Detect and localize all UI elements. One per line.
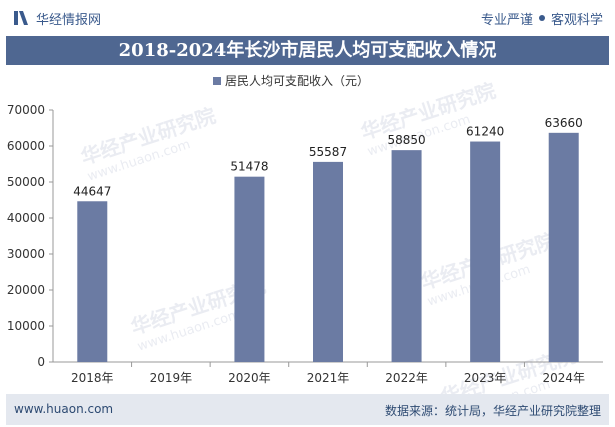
x-tick-label: 2021年 bbox=[307, 371, 350, 385]
tagline: 专业严谨 客观科学 bbox=[480, 9, 603, 28]
tagline-left: 专业严谨 bbox=[480, 12, 533, 28]
footer-source: 数据来源：统计局，华经产业研究院整理 bbox=[384, 404, 601, 418]
data-label: 58850 bbox=[387, 133, 425, 147]
data-label: 61240 bbox=[466, 125, 504, 139]
x-tick-label: 2023年 bbox=[464, 371, 507, 385]
bar bbox=[548, 132, 579, 362]
y-tick-label: 40000 bbox=[7, 211, 45, 225]
x-tick-label: 2020年 bbox=[228, 371, 271, 385]
x-tick-label: 2024年 bbox=[542, 371, 585, 385]
y-tick-label: 0 bbox=[37, 355, 45, 369]
y-tick-label: 50000 bbox=[7, 175, 45, 189]
brand-name: 华经情报网 bbox=[36, 12, 102, 28]
y-tick-label: 60000 bbox=[7, 139, 45, 153]
bar bbox=[391, 150, 422, 362]
footer: www.huaon.com 数据来源：统计局，华经产业研究院整理 bbox=[6, 394, 609, 425]
brand[interactable]: 华经情报网 bbox=[12, 9, 102, 28]
bar bbox=[470, 141, 501, 362]
bar-chart: 居民人均可支配收入（元） 0 10000 20000 30000 40000 50000 60… bbox=[7, 74, 603, 385]
bar bbox=[234, 176, 265, 362]
bar bbox=[313, 161, 343, 362]
y-tick-label: 20000 bbox=[7, 283, 45, 297]
tagline-right: 客观科学 bbox=[550, 12, 603, 28]
bar bbox=[77, 201, 108, 362]
data-label: 63660 bbox=[545, 116, 583, 130]
data-label: 51478 bbox=[230, 160, 268, 174]
brand-logo-icon bbox=[14, 11, 28, 25]
chart-title: 2018-2024年长沙市居民人均可支配收入情况 bbox=[6, 36, 609, 65]
y-tick-label: 30000 bbox=[7, 247, 45, 261]
x-tick-label: 2019年 bbox=[150, 371, 193, 385]
footer-website-link[interactable]: www.huaon.com bbox=[14, 402, 114, 416]
y-tick-label: 70000 bbox=[7, 103, 45, 117]
data-label: 55587 bbox=[309, 145, 347, 159]
legend-swatch bbox=[213, 77, 221, 85]
x-tick-label: 2018年 bbox=[71, 371, 114, 385]
top-header: 华经情报网 专业严谨 客观科学 bbox=[0, 0, 615, 36]
data-label: 44647 bbox=[73, 184, 111, 198]
legend-label: 居民人均可支配收入（元） bbox=[225, 74, 369, 88]
x-tick-label: 2022年 bbox=[385, 371, 428, 385]
y-tick-label: 10000 bbox=[7, 319, 45, 333]
dot-separator-icon bbox=[538, 15, 545, 21]
